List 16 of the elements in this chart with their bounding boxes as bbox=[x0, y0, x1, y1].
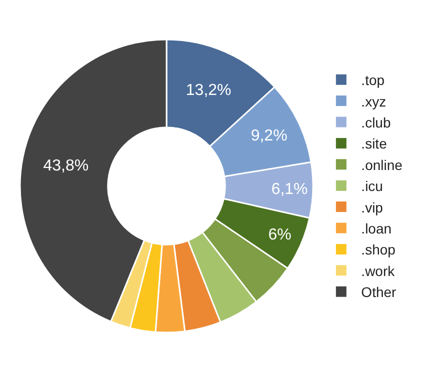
legend-label: .site bbox=[361, 136, 388, 152]
legend-label: .vip bbox=[361, 199, 384, 216]
legend-label: .loan bbox=[361, 220, 392, 236]
legend-label: .xyz bbox=[361, 93, 386, 110]
legend-label: .shop bbox=[361, 242, 396, 258]
data-label: 43,8% bbox=[43, 158, 89, 175]
data-label: 6,1% bbox=[271, 180, 308, 198]
data-label: 6% bbox=[268, 226, 292, 244]
data-label: 13,2% bbox=[186, 82, 232, 99]
legend-label: .work bbox=[361, 262, 396, 279]
legend-label: Other bbox=[361, 284, 397, 300]
legend-label: .icu bbox=[361, 178, 383, 194]
legend-label: .club bbox=[361, 114, 391, 130]
legend-label: .online bbox=[361, 156, 403, 173]
legend-label: .top bbox=[361, 72, 385, 88]
data-label: 9,2% bbox=[250, 128, 288, 145]
